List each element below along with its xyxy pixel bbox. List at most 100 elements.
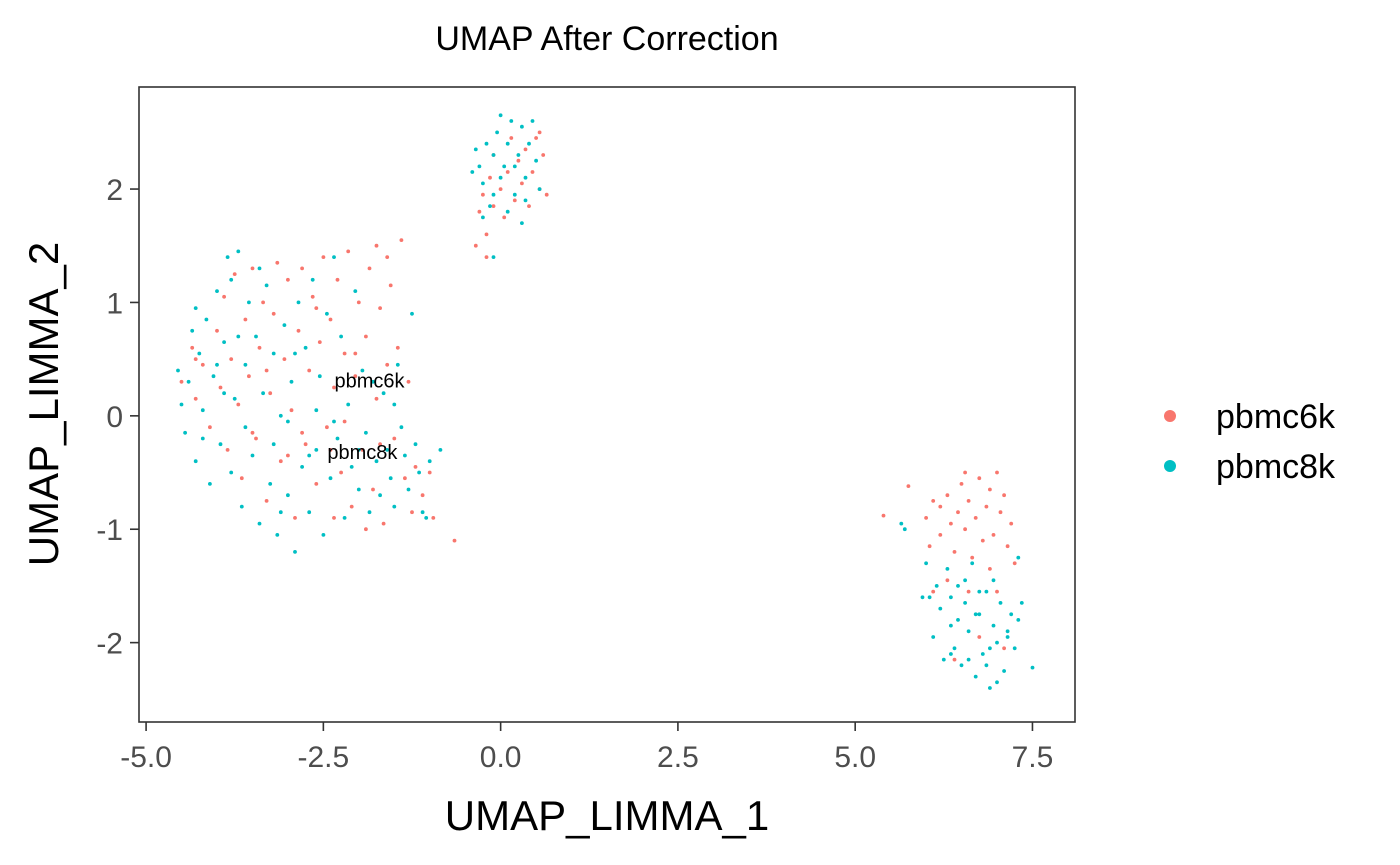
point-pbmc8k-162: [949, 595, 953, 600]
point-pbmc8k-155: [934, 584, 939, 588]
point-pbmc6k-53: [385, 362, 390, 367]
point-pbmc6k-103: [881, 513, 886, 518]
point-pbmc8k-160: [1005, 635, 1010, 639]
point-pbmc6k-122: [991, 533, 996, 537]
point-pbmc6k-33: [314, 482, 319, 486]
point-pbmc6k-135: [977, 635, 982, 639]
point-pbmc6k-31: [307, 368, 312, 373]
point-pbmc8k-11: [215, 289, 219, 293]
point-pbmc6k-82: [488, 175, 492, 180]
point-pbmc6k-106: [927, 544, 932, 549]
point-pbmc6k-59: [406, 379, 411, 384]
point-pbmc6k-41: [342, 351, 347, 356]
point-pbmc6k-130: [966, 589, 971, 594]
chart-title: UMAP After Correction: [435, 20, 778, 58]
legend-key-pbmc8k: [1164, 460, 1176, 472]
x-tick-label: 5.0: [834, 741, 876, 774]
point-pbmc8k-25: [264, 283, 269, 288]
point-pbmc8k-18: [239, 504, 244, 509]
point-pbmc8k-52: [360, 368, 365, 373]
point-pbmc8k-65: [406, 487, 411, 492]
y-tick-label: 2: [106, 174, 123, 207]
point-pbmc8k-93: [481, 181, 485, 186]
point-pbmc8k-12: [218, 442, 223, 447]
point-pbmc6k-131: [988, 567, 992, 571]
point-pbmc6k-27: [293, 516, 297, 520]
point-pbmc6k-73: [385, 255, 390, 259]
point-pbmc6k-102: [537, 130, 542, 135]
point-pbmc6k-75: [264, 368, 269, 373]
point-pbmc6k-126: [1005, 544, 1010, 549]
point-pbmc8k-57: [378, 493, 382, 498]
x-tick-label: -2.5: [298, 741, 350, 774]
point-pbmc8k-83: [392, 402, 397, 407]
point-pbmc8k-32: [289, 379, 294, 384]
point-pbmc8k-14: [225, 255, 230, 259]
point-pbmc6k-86: [505, 170, 510, 174]
point-pbmc6k-79: [364, 527, 368, 532]
point-pbmc8k-92: [477, 164, 482, 169]
point-pbmc6k-15: [250, 266, 255, 271]
point-pbmc8k-100: [505, 141, 510, 146]
point-pbmc8k-9: [208, 482, 212, 486]
point-pbmc6k-50: [374, 396, 379, 401]
point-pbmc8k-69: [420, 510, 425, 515]
point-pbmc8k-96: [491, 153, 496, 157]
point-pbmc8k-80: [215, 362, 219, 367]
point-pbmc8k-120: [924, 561, 928, 566]
point-pbmc6k-4: [208, 425, 212, 430]
point-pbmc6k-77: [193, 357, 198, 361]
legend: pbmc6k pbmc8k: [1164, 398, 1336, 486]
point-pbmc6k-2: [193, 396, 198, 401]
point-pbmc6k-61: [413, 465, 418, 469]
point-pbmc6k-78: [332, 516, 336, 520]
point-pbmc8k-51: [356, 487, 361, 492]
point-pbmc8k-7: [200, 408, 205, 413]
point-pbmc8k-5: [193, 459, 198, 464]
point-pbmc6k-105: [924, 516, 928, 520]
point-pbmc6k-85: [502, 215, 507, 220]
point-pbmc8k-99: [502, 164, 507, 169]
point-pbmc6k-6: [218, 385, 223, 390]
point-pbmc6k-48: [367, 266, 372, 271]
point-pbmc6k-128: [1012, 561, 1017, 566]
point-pbmc6k-37: [328, 317, 333, 322]
point-pbmc8k-60: [388, 476, 393, 481]
point-pbmc8k-71: [427, 459, 432, 464]
point-pbmc6k-118: [977, 476, 982, 481]
point-pbmc6k-25: [286, 277, 290, 282]
point-pbmc6k-39: [335, 277, 340, 282]
point-pbmc8k-105: [523, 175, 528, 180]
point-pbmc8k-68: [417, 470, 421, 475]
point-pbmc6k-124: [998, 510, 1003, 515]
point-pbmc6k-72: [300, 430, 304, 435]
point-pbmc6k-99: [491, 204, 496, 209]
x-tick-label: 7.5: [1012, 741, 1054, 774]
point-pbmc8k-77: [293, 351, 297, 356]
point-pbmc6k-76: [353, 351, 358, 356]
point-pbmc8k-148: [1030, 665, 1035, 670]
x-tick-label: 0.0: [480, 741, 522, 774]
point-pbmc8k-46: [339, 334, 343, 339]
point-pbmc6k-10: [232, 272, 237, 276]
point-pbmc8k-66: [410, 311, 414, 316]
point-pbmc6k-121: [988, 487, 992, 492]
point-pbmc6k-109: [945, 493, 950, 498]
point-pbmc6k-1: [190, 345, 195, 350]
point-pbmc8k-63: [399, 425, 404, 430]
point-pbmc8k-112: [520, 221, 524, 226]
point-pbmc6k-12: [239, 476, 244, 481]
point-pbmc8k-137: [988, 686, 992, 690]
point-pbmc8k-85: [307, 453, 312, 458]
plot-panel: [138, 86, 1076, 723]
point-pbmc8k-3: [186, 379, 191, 384]
point-pbmc8k-98: [498, 113, 503, 118]
point-pbmc6k-90: [520, 181, 524, 186]
point-pbmc6k-119: [980, 538, 985, 543]
point-pbmc6k-88: [512, 198, 517, 203]
point-pbmc6k-7: [222, 294, 227, 299]
point-pbmc8k-44: [332, 255, 336, 259]
point-pbmc8k-35: [300, 465, 304, 469]
point-pbmc6k-24: [282, 357, 287, 361]
point-pbmc8k-150: [977, 589, 982, 594]
